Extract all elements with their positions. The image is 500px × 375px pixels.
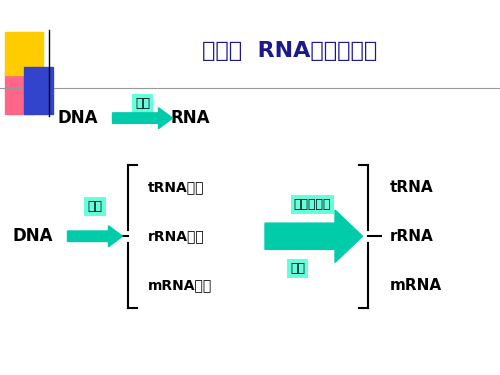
Text: rRNA: rRNA xyxy=(390,229,434,244)
Text: mRNA前体: mRNA前体 xyxy=(148,278,212,292)
Text: RNA: RNA xyxy=(170,109,210,127)
Text: tRNA前体: tRNA前体 xyxy=(148,180,204,195)
Text: 修饰: 修饰 xyxy=(290,262,305,274)
Text: mRNA: mRNA xyxy=(390,278,442,292)
Bar xyxy=(24,67,52,114)
Text: tRNA: tRNA xyxy=(390,180,434,195)
Bar xyxy=(5,71,34,114)
FancyArrow shape xyxy=(112,108,172,129)
Text: rRNA前体: rRNA前体 xyxy=(148,229,204,243)
Text: 剪接、加工: 剪接、加工 xyxy=(294,198,331,211)
Text: 第二节  RNA的生物合成: 第二节 RNA的生物合成 xyxy=(202,40,378,61)
Text: DNA: DNA xyxy=(57,109,98,127)
Text: 转录: 转录 xyxy=(88,200,102,213)
Bar xyxy=(5,32,43,75)
FancyArrow shape xyxy=(265,210,362,262)
Text: DNA: DNA xyxy=(12,227,53,245)
Text: 转录: 转录 xyxy=(135,97,150,109)
FancyArrow shape xyxy=(68,226,122,247)
